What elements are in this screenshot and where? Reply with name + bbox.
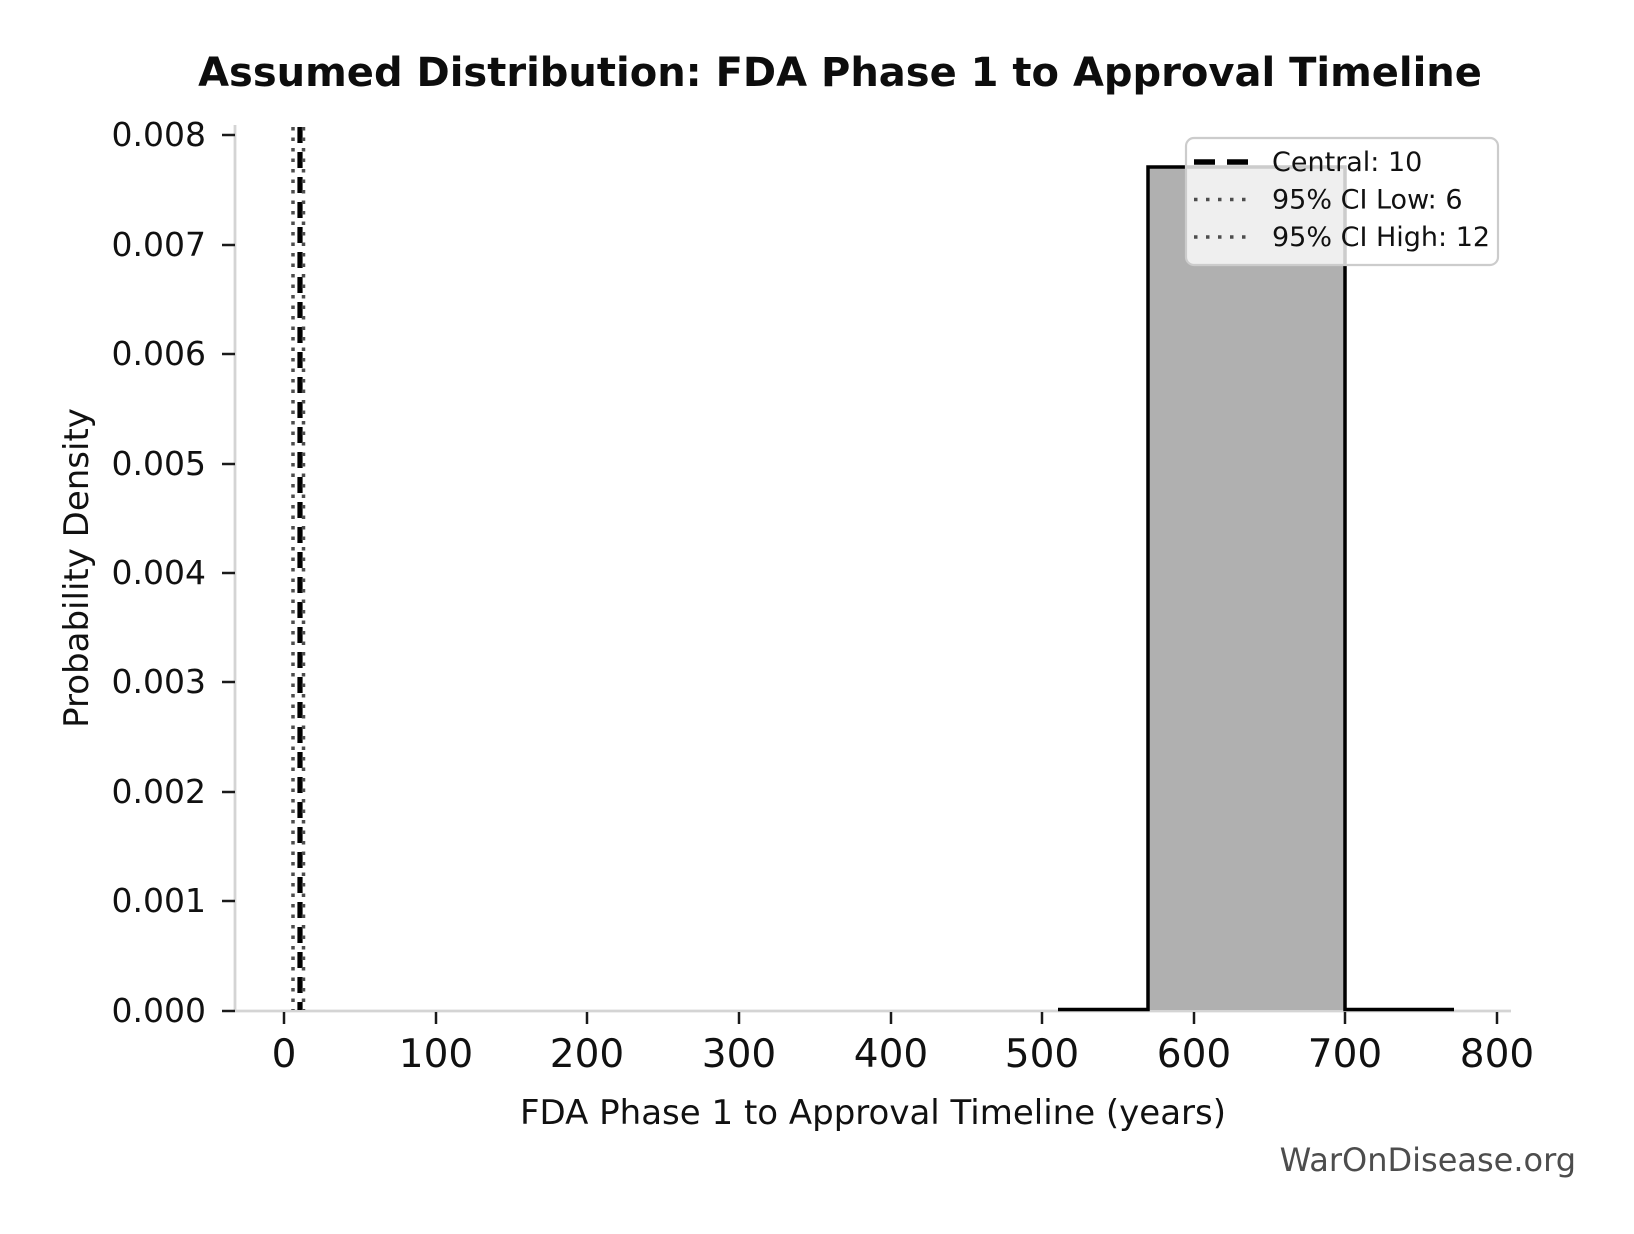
- x-tick-label-100: 100: [399, 1032, 473, 1077]
- y-tick-label-0005: 0.005: [112, 444, 206, 483]
- chart-title: Assumed Distribution: FDA Phase 1 to App…: [198, 50, 1482, 96]
- x-tick-label-500: 500: [1005, 1032, 1079, 1077]
- y-tick-label-0004: 0.004: [112, 553, 206, 592]
- y-tick-label-0000: 0.000: [112, 991, 206, 1030]
- y-tick-label-0006: 0.006: [112, 334, 206, 373]
- x-tick-label-300: 300: [702, 1032, 776, 1077]
- histogram-bar: [1148, 167, 1345, 1010]
- x-tick-label-0: 0: [272, 1032, 297, 1077]
- y-axis-label: Probability Density: [57, 408, 97, 728]
- y-tick-label-0008: 0.008: [112, 115, 206, 154]
- legend-label-ci-low: 95% CI Low: 6: [1272, 185, 1463, 216]
- watermark: WarOnDisease.org: [1280, 1141, 1576, 1179]
- y-tick-label-0003: 0.003: [112, 662, 206, 701]
- legend-label-central: Central: 10: [1272, 147, 1422, 178]
- x-tick-marks: [282, 1012, 1499, 1024]
- legend: Central: 10 95% CI Low: 6 95% CI High: 1…: [1184, 136, 1500, 267]
- legend-box: [1184, 136, 1500, 267]
- x-axis-label: FDA Phase 1 to Approval Timeline (years): [520, 1093, 1226, 1133]
- y-tick-label-0001: 0.001: [112, 881, 206, 920]
- y-tick-labels: 0.000 0.001 0.002 0.003 0.004 0.005 0.00…: [112, 115, 206, 1030]
- x-tick-label-800: 800: [1460, 1032, 1534, 1077]
- x-tick-labels: 0 100 200 300 400 500 600 700 800: [272, 1032, 1535, 1077]
- x-tick-label-600: 600: [1157, 1032, 1231, 1077]
- y-tick-marks: [222, 133, 235, 1013]
- x-tick-label-200: 200: [550, 1032, 624, 1077]
- y-tick-label-0002: 0.002: [112, 772, 206, 811]
- x-tick-label-700: 700: [1308, 1032, 1382, 1077]
- x-tick-label-400: 400: [854, 1032, 928, 1077]
- legend-label-ci-high: 95% CI High: 12: [1272, 222, 1490, 253]
- y-tick-label-0007: 0.007: [112, 225, 206, 264]
